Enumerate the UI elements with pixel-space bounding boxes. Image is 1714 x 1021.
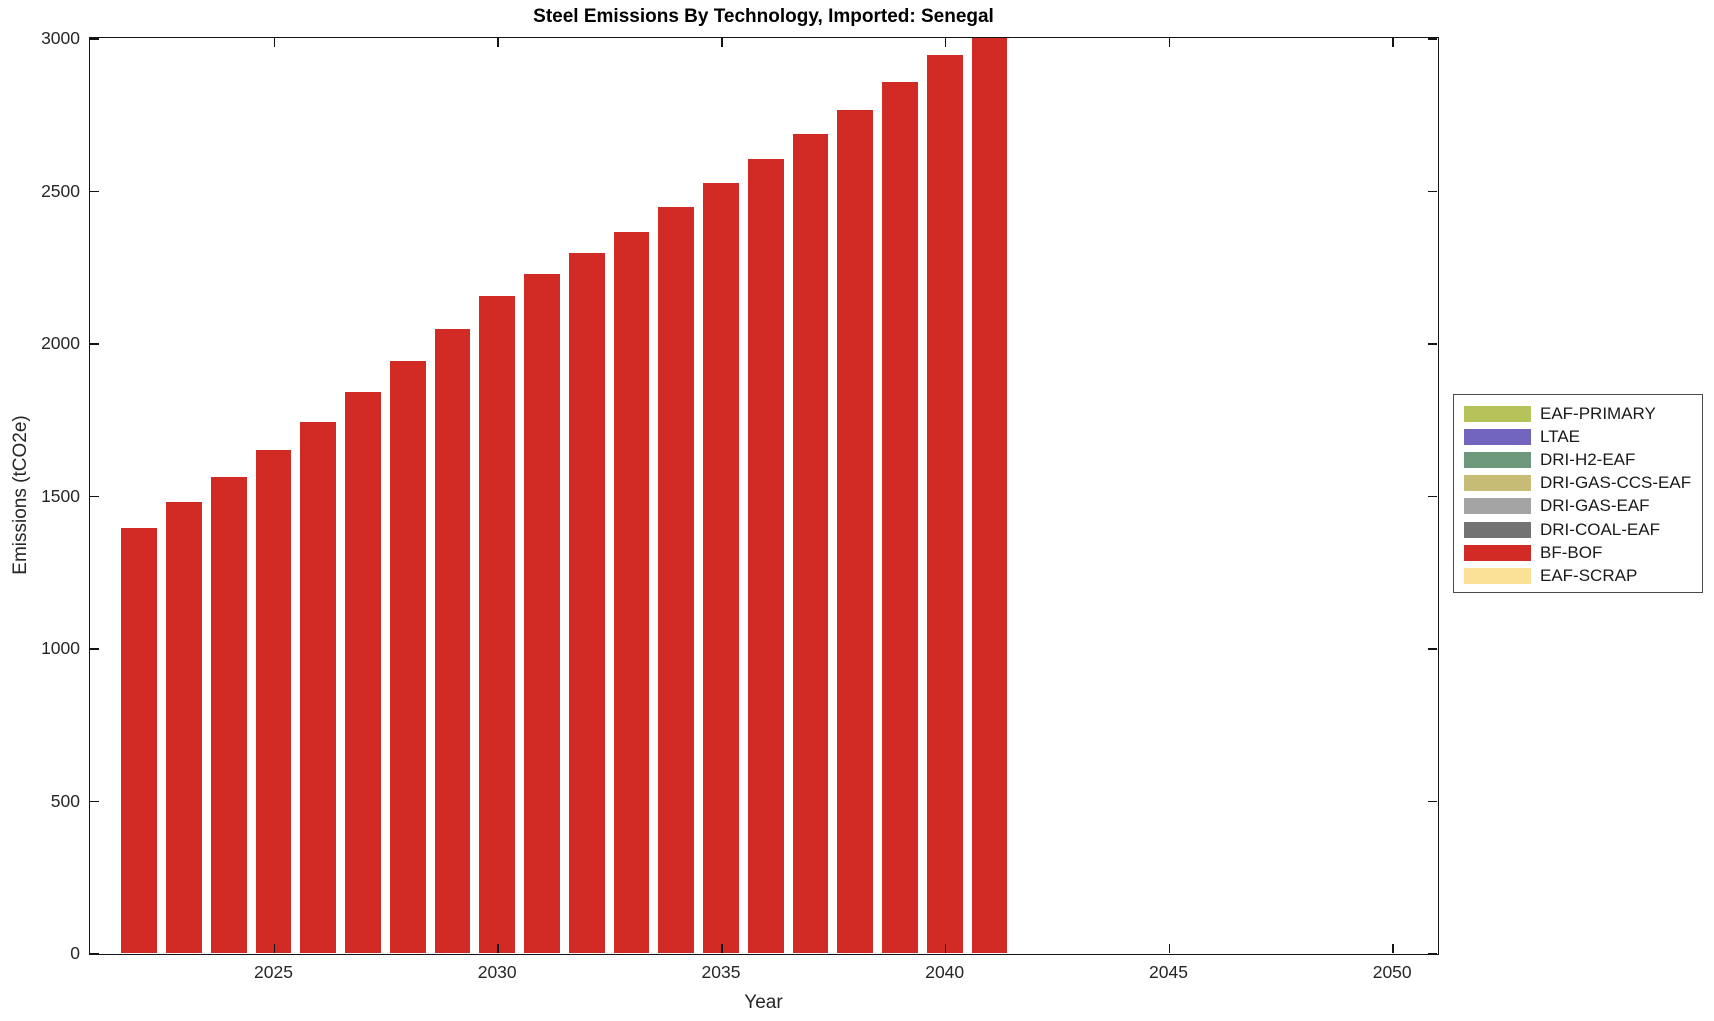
y-tick-mark-right-500 [1428, 800, 1437, 802]
legend-swatch-BF-BOF [1464, 544, 1531, 561]
y-tick-mark-left-1000 [90, 648, 99, 650]
bar-2038-BF-BOF [837, 109, 874, 953]
x-tick-mark-bottom-2030 [497, 944, 499, 953]
x-tick-label-2035: 2035 [701, 962, 741, 982]
y-tick-mark-right-1500 [1428, 495, 1437, 497]
legend-item-DRI-GAS-EAF: DRI-GAS-EAF [1464, 495, 1702, 518]
bar-2028-BF-BOF [389, 361, 426, 953]
bar-2036-BF-BOF [747, 158, 784, 953]
bar-2037-BF-BOF [792, 134, 829, 953]
y-tick-mark-right-0 [1428, 953, 1437, 955]
y-tick-label-2000: 2000 [41, 333, 80, 353]
plot-area [88, 36, 1439, 955]
bar-2031-BF-BOF [524, 274, 560, 953]
bar-2025-BF-BOF [255, 449, 292, 953]
x-tick-mark-bottom-2035 [721, 944, 723, 953]
x-tick-label-2045: 2045 [1149, 962, 1188, 982]
y-tick-mark-right-2500 [1428, 190, 1437, 192]
legend-item-BF-BOF: BF-BOF [1464, 541, 1702, 564]
legend-item-label: LTAE [1540, 426, 1580, 446]
x-tick-label-2050: 2050 [1372, 962, 1412, 982]
chart-title: Steel Emissions By Technology, Imported:… [533, 6, 994, 27]
legend-swatch-DRI-GAS-EAF [1464, 498, 1531, 515]
bar-2029-BF-BOF [434, 329, 471, 953]
y-tick-label-3000: 3000 [41, 28, 80, 48]
y-tick-mark-left-2500 [90, 190, 99, 192]
legend-swatch-EAF-SCRAP [1464, 567, 1531, 584]
bar-2039-BF-BOF [882, 82, 918, 953]
legend-item-label: DRI-GAS-CCS-EAF [1540, 473, 1692, 493]
bar-2040-BF-BOF [926, 54, 963, 953]
x-tick-mark-top-2035 [721, 38, 723, 47]
bar-2024-BF-BOF [210, 477, 247, 953]
x-tick-mark-bottom-2040 [944, 944, 947, 953]
legend: EAF-PRIMARY LTAE DRI-H2-EAF DRI-GAS-CCS-EAF… [1453, 394, 1703, 593]
legend-item-LTAE: LTAE [1464, 425, 1702, 448]
legend-item-label: DRI-GAS-EAF [1540, 496, 1650, 516]
bar-2026-BF-BOF [300, 422, 337, 953]
legend-item-EAF-SCRAP: EAF-SCRAP [1464, 564, 1702, 587]
x-tick-mark-top-2025 [273, 38, 275, 47]
legend-item-label: BF-BOF [1540, 542, 1603, 562]
y-tick-mark-right-3000 [1428, 38, 1437, 40]
bar-2022-BF-BOF [121, 527, 158, 953]
y-tick-mark-left-500 [90, 800, 99, 802]
x-tick-mark-top-2030 [497, 38, 499, 47]
bar-2027-BF-BOF [345, 391, 381, 953]
x-tick-mark-top-2050 [1392, 38, 1394, 47]
x-tick-mark-bottom-2050 [1392, 944, 1394, 953]
legend-item-DRI-H2-EAF: DRI-H2-EAF [1464, 448, 1702, 471]
legend-item-EAF-PRIMARY: EAF-PRIMARY [1464, 402, 1702, 425]
y-tick-mark-right-2000 [1428, 343, 1437, 345]
legend-item-label: DRI-H2-EAF [1540, 449, 1636, 469]
x-tick-label-2025: 2025 [254, 962, 293, 982]
x-tick-mark-bottom-2025 [273, 944, 275, 953]
y-tick-mark-left-1500 [90, 495, 99, 497]
bar-2035-BF-BOF [703, 182, 739, 953]
bar-2023-BF-BOF [166, 501, 202, 953]
x-tick-mark-bottom-2045 [1168, 944, 1170, 953]
legend-swatch-DRI-COAL-EAF [1464, 521, 1531, 538]
legend-swatch-DRI-H2-EAF [1464, 451, 1531, 468]
x-tick-label-2040: 2040 [925, 962, 965, 982]
bar-2041-BF-BOF [971, 38, 1008, 953]
bar-2033-BF-BOF [613, 231, 650, 953]
x-tick-mark-top-2045 [1168, 38, 1170, 47]
y-tick-label-500: 500 [50, 790, 80, 811]
bar-2032-BF-BOF [568, 253, 605, 953]
x-axis-label: Year [744, 992, 783, 1013]
legend-swatch-EAF-PRIMARY [1464, 405, 1531, 422]
y-tick-mark-left-0 [90, 953, 99, 955]
legend-item-label: DRI-COAL-EAF [1540, 519, 1660, 539]
legend-item-label: EAF-SCRAP [1540, 565, 1638, 585]
legend-item-DRI-COAL-EAF: DRI-COAL-EAF [1464, 518, 1702, 541]
x-tick-label-2030: 2030 [477, 962, 517, 982]
x-tick-mark-top-2040 [944, 38, 947, 47]
y-tick-label-2500: 2500 [41, 180, 80, 201]
legend-swatch-LTAE [1464, 428, 1531, 445]
legend-item-DRI-GAS-CCS-EAF: DRI-GAS-CCS-EAF [1464, 472, 1702, 495]
y-tick-mark-left-3000 [90, 38, 99, 40]
bar-2034-BF-BOF [658, 207, 695, 953]
y-tick-mark-left-2000 [90, 343, 99, 345]
legend-item-label: EAF-PRIMARY [1540, 403, 1656, 423]
legend-swatch-DRI-GAS-CCS-EAF [1464, 475, 1531, 492]
bar-2030-BF-BOF [479, 295, 516, 953]
y-tick-label-1500: 1500 [41, 485, 80, 506]
y-tick-mark-right-1000 [1428, 648, 1437, 650]
y-tick-label-0: 0 [70, 943, 80, 963]
y-tick-label-1000: 1000 [41, 638, 80, 658]
